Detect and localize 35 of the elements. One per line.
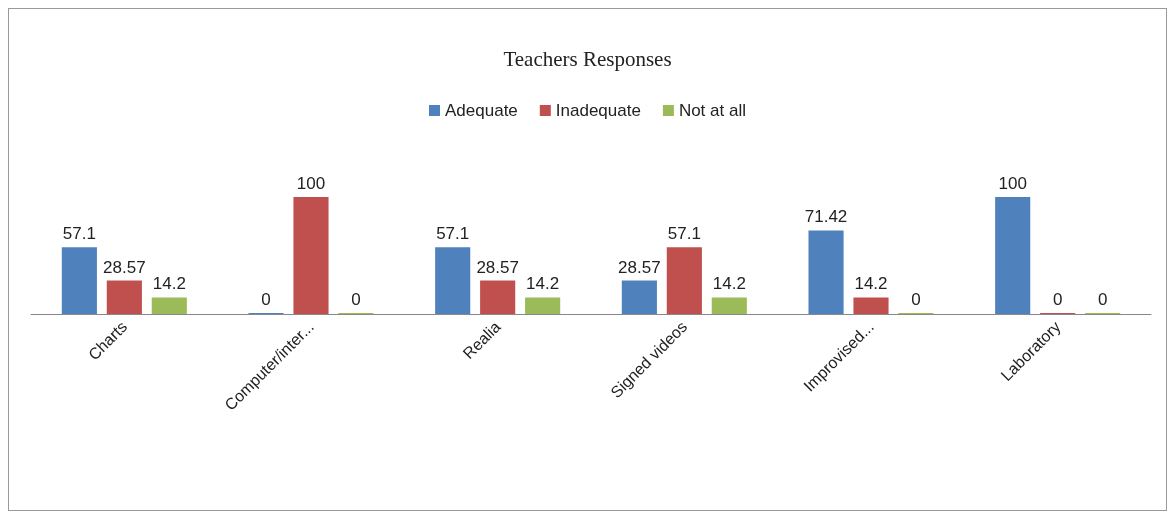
bar <box>293 197 329 314</box>
bar <box>525 297 561 314</box>
data-label: 14.2 <box>854 274 888 294</box>
bar <box>480 280 516 314</box>
bar <box>435 247 471 314</box>
legend-label: Adequate <box>445 101 518 120</box>
bar <box>995 197 1031 314</box>
bar <box>61 247 97 314</box>
bar <box>853 297 889 314</box>
data-label: 0 <box>1097 290 1108 309</box>
data-label: 28.57 <box>618 257 661 277</box>
bar <box>666 247 702 314</box>
data-label: 57.1 <box>667 224 701 244</box>
data-label: 100 <box>296 174 326 193</box>
legend-label: Inadequate <box>555 101 641 120</box>
legend-label: Not at all <box>678 101 746 120</box>
bar <box>106 280 142 314</box>
data-label: 0 <box>351 290 361 309</box>
chart-title: Teachers Responses <box>503 46 672 71</box>
bar <box>808 230 844 314</box>
data-label: 0 <box>911 290 921 309</box>
data-label: 0 <box>261 290 271 309</box>
data-label: 28.57 <box>476 257 519 277</box>
data-label: 57.1 <box>62 224 96 244</box>
bar <box>151 297 187 314</box>
data-label: 71.42 <box>804 207 848 227</box>
data-label: 14.2 <box>152 274 186 294</box>
bar <box>711 297 747 314</box>
data-label: 28.57 <box>103 257 146 277</box>
bar <box>621 280 657 314</box>
data-label: 14.2 <box>526 274 560 294</box>
data-label: 57.1 <box>436 224 470 244</box>
data-label: 0 <box>1052 290 1063 309</box>
data-label: 14.2 <box>712 274 746 294</box>
data-label: 100 <box>998 174 1027 193</box>
